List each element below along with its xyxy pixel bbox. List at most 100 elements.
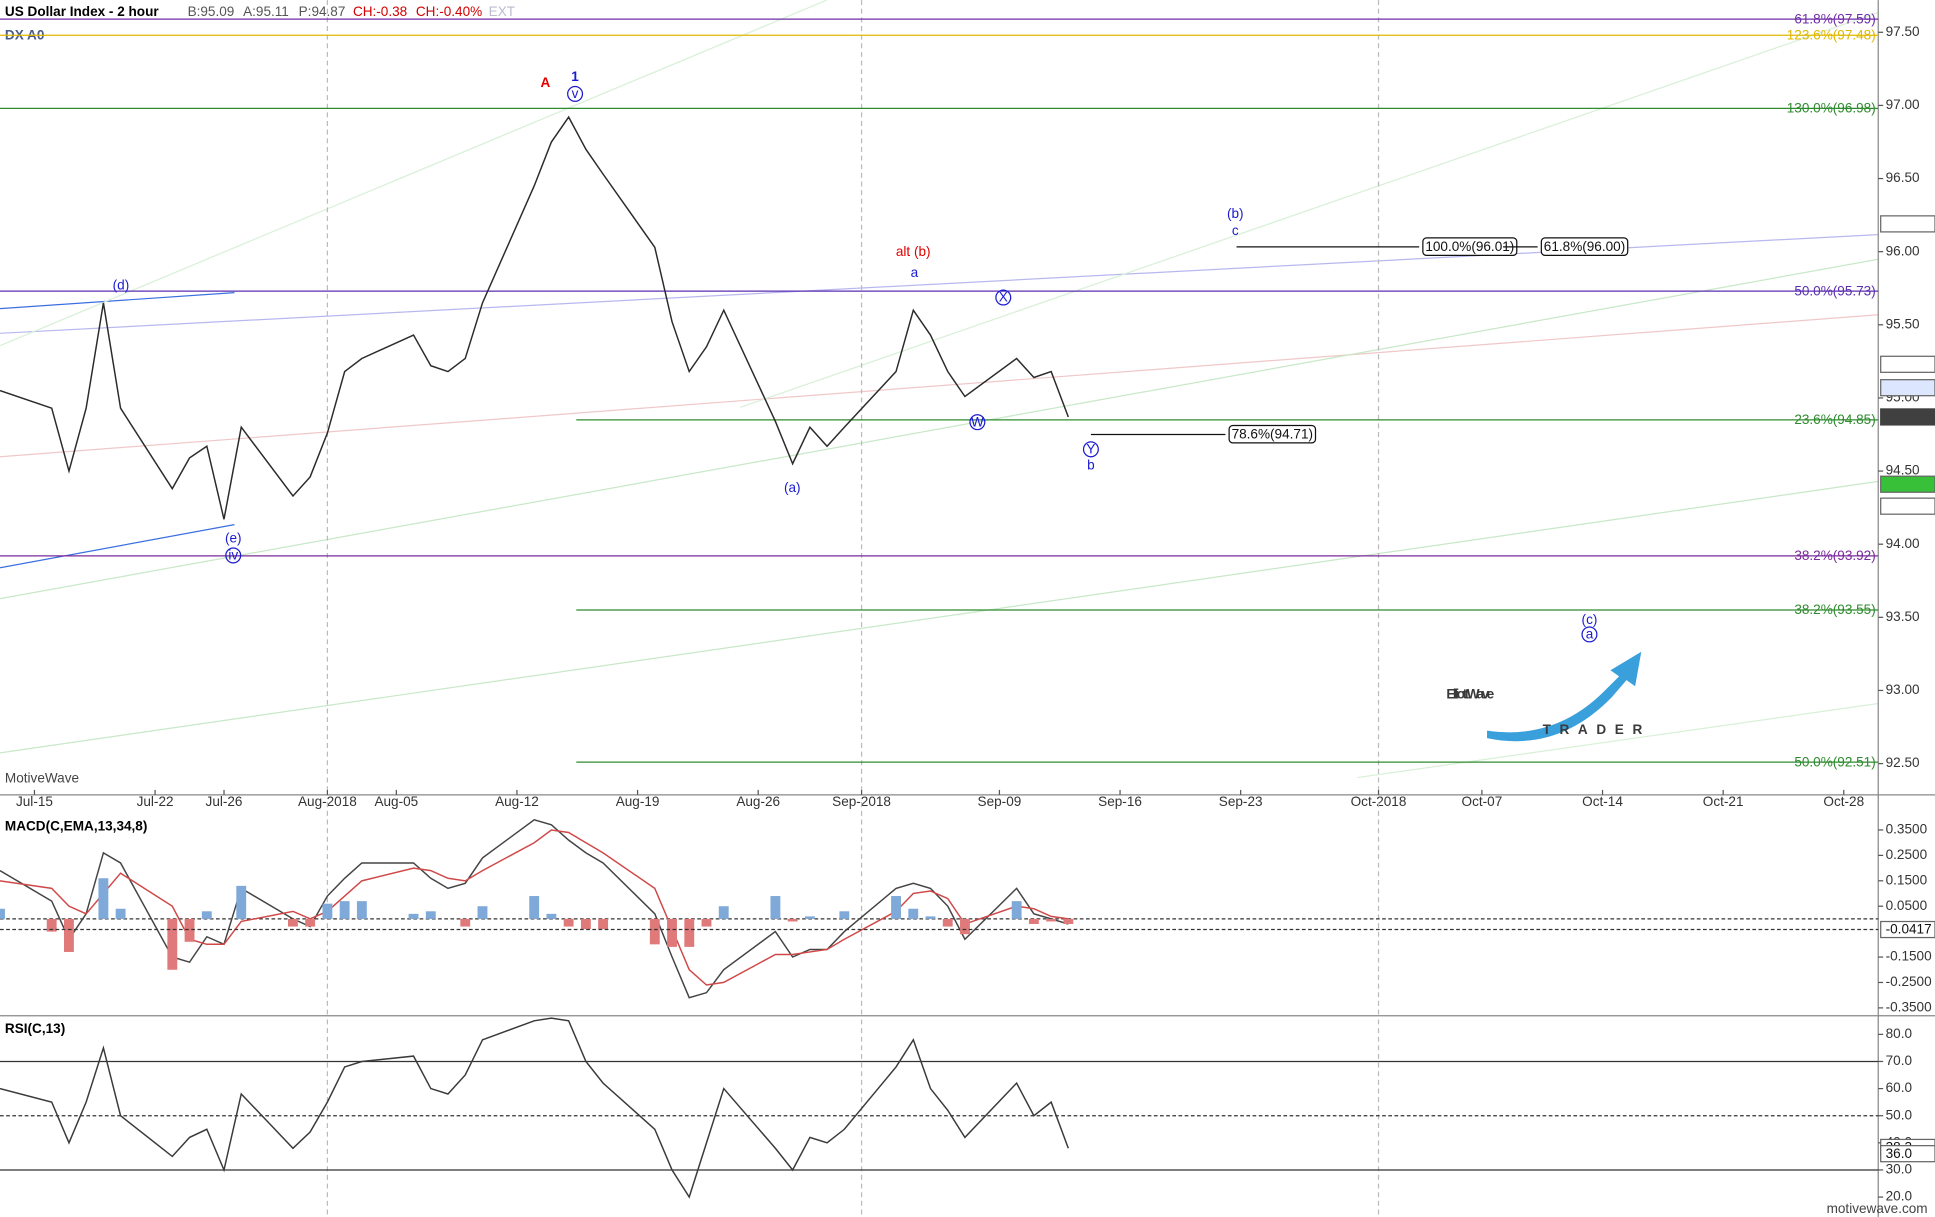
wave-label: iv xyxy=(228,548,238,563)
logo-sub: TRADER xyxy=(1543,722,1651,737)
histogram-bar xyxy=(770,896,781,919)
wave-circle xyxy=(1581,626,1598,643)
wave-label: Y xyxy=(1086,442,1095,457)
trend-line xyxy=(0,258,1879,600)
wave-label: b xyxy=(1087,458,1095,473)
y-tick-label: 70.0 xyxy=(1886,1053,1913,1068)
y-tick-label: -0.3500 xyxy=(1886,999,1932,1014)
wave-label: (e) xyxy=(225,530,242,545)
histogram-bar xyxy=(287,918,298,927)
x-tick-label: Aug-05 xyxy=(374,794,418,809)
histogram-bar xyxy=(0,908,5,919)
wave-label: (c) xyxy=(1582,612,1598,627)
series-line xyxy=(0,818,1069,999)
histogram-bar xyxy=(787,918,798,922)
trend-line xyxy=(0,314,1879,458)
histogram-bar xyxy=(115,908,126,919)
x-tick-label: Oct-28 xyxy=(1823,794,1864,809)
histogram-bar xyxy=(598,918,609,930)
wave-label: alt (b) xyxy=(896,244,931,259)
trend-line xyxy=(740,11,1879,408)
x-tick-label: Jul-26 xyxy=(206,794,243,809)
footer: motivewave.com xyxy=(1827,1201,1928,1216)
price-tag xyxy=(1880,355,1935,373)
price-tag xyxy=(1880,1145,1935,1163)
x-tick-label: Aug-12 xyxy=(495,794,539,809)
trend-line xyxy=(0,523,235,569)
price-tag-label: 36.0 xyxy=(1886,1146,1913,1161)
histogram-bar xyxy=(322,903,333,919)
histogram-bar xyxy=(167,918,178,970)
trend-line xyxy=(0,480,1879,754)
y-tick-label: 97.00 xyxy=(1886,97,1920,112)
series-line xyxy=(0,829,1069,986)
quote: A:95.11 xyxy=(243,4,289,19)
histogram-bar xyxy=(649,918,660,945)
histogram-bar xyxy=(98,878,109,919)
price-tag xyxy=(1880,497,1935,515)
wave-label: (a) xyxy=(784,480,801,495)
pane-title: RSI(C,13) xyxy=(5,1021,65,1036)
x-tick-label: Sep-09 xyxy=(978,794,1022,809)
wave-label: c xyxy=(1232,223,1239,238)
pane-title: MACD(C,EMA,13,34,8) xyxy=(5,819,147,834)
price-tag xyxy=(1880,920,1935,939)
y-tick-label: 20.0 xyxy=(1886,1189,1913,1204)
quote: EXT xyxy=(489,4,515,19)
histogram-bar xyxy=(804,916,815,919)
histogram-bar xyxy=(477,906,488,919)
y-tick-label: 95.50 xyxy=(1886,316,1920,331)
histogram-bar xyxy=(460,918,471,927)
y-tick-label: 96.00 xyxy=(1886,243,1920,258)
wave-label: a xyxy=(911,265,919,280)
y-tick-label: 50.0 xyxy=(1886,1107,1913,1122)
histogram-bar xyxy=(701,918,712,927)
x-tick-label: Jul-22 xyxy=(137,794,174,809)
histogram-bar xyxy=(46,918,57,932)
series-line xyxy=(0,115,1070,520)
x-tick-label: Oct-2018 xyxy=(1351,794,1407,809)
histogram-bar xyxy=(891,896,901,919)
y-tick-label: 93.00 xyxy=(1886,682,1920,697)
x-tick-label: Aug-2018 xyxy=(298,794,357,809)
price-tag-label: -0.0417 xyxy=(1886,922,1932,937)
x-tick-label: Aug-26 xyxy=(736,794,780,809)
histogram-bar xyxy=(942,918,953,927)
wave-label: (d) xyxy=(113,277,130,292)
projection-box xyxy=(1540,237,1629,256)
histogram-bar xyxy=(529,896,540,919)
histogram-bar xyxy=(667,918,677,947)
logo-name: ElliottWave xyxy=(1446,686,1494,701)
fib-label: 61.8%(97.59) xyxy=(1794,11,1875,26)
x-tick-label: Sep-16 xyxy=(1098,794,1142,809)
y-tick-label: 30.0 xyxy=(1886,1162,1913,1177)
x-tick-label: Oct-21 xyxy=(1703,794,1744,809)
price-tag xyxy=(1880,215,1935,233)
histogram-bar xyxy=(960,918,970,935)
y-tick-label: 0.3500 xyxy=(1886,822,1928,837)
histogram-bar xyxy=(1063,918,1074,925)
x-tick-label: Sep-23 xyxy=(1219,794,1263,809)
histogram-bar xyxy=(408,913,419,919)
y-tick-label: 80.0 xyxy=(1886,1026,1913,1041)
y-tick-label: 94.50 xyxy=(1886,463,1920,478)
histogram-bar xyxy=(546,913,557,919)
wave-circle xyxy=(1082,441,1099,458)
projection-box xyxy=(1228,424,1317,444)
fib-label: 38.2%(93.55) xyxy=(1794,602,1875,617)
quote: CH:-0.38 xyxy=(353,4,407,19)
price-tag xyxy=(1880,475,1935,493)
trend-line xyxy=(0,0,828,347)
histogram-bar xyxy=(908,908,919,919)
y-tick-label: 94.00 xyxy=(1886,536,1920,551)
trend-line xyxy=(1357,702,1879,779)
logo: ElliottWave TRADER xyxy=(1446,651,1651,742)
watermark: MotiveWave xyxy=(5,770,79,785)
x-tick-label: Oct-14 xyxy=(1582,794,1623,809)
y-tick-label: -0.1500 xyxy=(1886,949,1932,964)
histogram-bar xyxy=(184,918,195,942)
histogram-bar xyxy=(305,918,316,927)
series-line xyxy=(0,1017,1070,1199)
